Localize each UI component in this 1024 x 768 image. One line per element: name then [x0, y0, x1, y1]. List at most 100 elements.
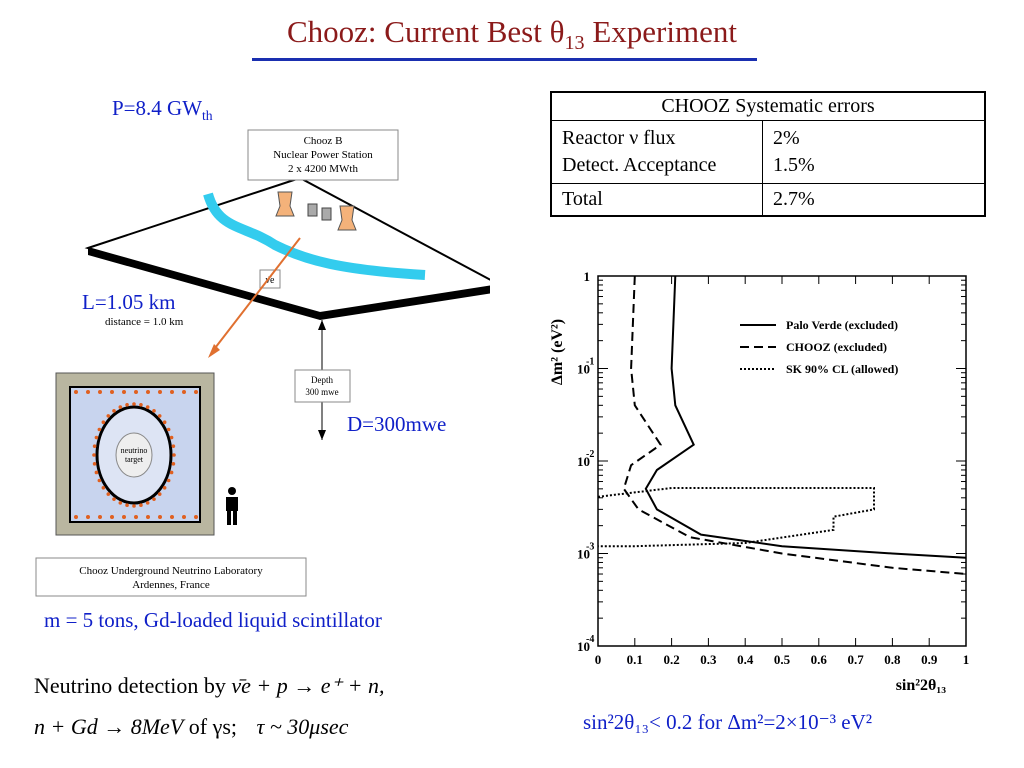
table-row-label: Reactor ν flux: [550, 120, 763, 152]
veto-pmt: [98, 390, 102, 394]
station-line-3: 2 x 4200 MWth: [288, 163, 358, 175]
y-tick-label: 10: [577, 639, 590, 654]
pmt: [132, 504, 136, 508]
capture-time: τ ~ 30μsec: [256, 714, 349, 739]
title-underline: [252, 58, 757, 61]
x-tick-label: 0.8: [884, 652, 901, 667]
depth-box-line-2: 300 mwe: [305, 387, 338, 397]
depth-label: D=300mwe: [347, 412, 447, 436]
station-line-1: Chooz B: [304, 135, 343, 147]
station-label-box: [247, 129, 399, 181]
reactor-2: [321, 207, 332, 221]
table-header: CHOOZ Systematic errors: [550, 91, 986, 121]
pmt: [101, 420, 106, 425]
pmt: [162, 485, 167, 490]
pmt: [171, 462, 176, 466]
x-tick-label: 0.3: [700, 652, 717, 667]
detection-line-1: Neutrino detection by ν̄e + p → e⁺ + n,: [34, 673, 384, 699]
distance-label: L=1.05 km: [82, 290, 176, 314]
ground-edge-front: [88, 248, 320, 320]
series-line: [622, 275, 967, 575]
pmt: [106, 414, 111, 418]
x-tick-label: 0.9: [921, 652, 938, 667]
y-axis-label: Δm² (eV²): [549, 319, 566, 385]
plot-legend: Palo Verde (excluded) CHOOZ (excluded) SK …: [740, 318, 898, 376]
pmt: [118, 405, 123, 409]
pmt: [92, 444, 97, 448]
legend-label: CHOOZ (excluded): [786, 340, 887, 354]
pmt: [166, 427, 171, 432]
station-line-2: Nuclear Power Station: [273, 149, 373, 161]
pmt: [94, 435, 99, 440]
pmt: [106, 492, 111, 496]
ground-edge-side: [320, 286, 490, 320]
veto-pmt: [146, 390, 150, 394]
veto-pmt: [74, 515, 78, 519]
detection-line-2: n + Gd → 8MeV of γs; τ ~ 30μsec: [34, 714, 348, 740]
pmt: [92, 453, 96, 457]
pmt: [172, 453, 176, 457]
pmt: [94, 470, 99, 475]
gamma-text: of γs;: [188, 714, 237, 739]
pmt: [97, 478, 102, 483]
beam-arrowhead: [208, 344, 220, 358]
veto-pmt: [98, 515, 102, 519]
chooz-diagram: Chooz B Nuclear Power Station 2 x 4200 M…: [35, 129, 490, 597]
pmt: [132, 402, 136, 406]
lab-line-1: Chooz Underground Neutrino Laboratory: [79, 565, 263, 577]
veto-pmt: [86, 515, 90, 519]
veto-pmt: [158, 515, 162, 519]
plot-caption: sin²2θ₁₃< 0.2 for Δm²=2×10⁻³ eV²: [583, 710, 873, 734]
plot-frame: [597, 275, 967, 647]
y-tick-label: 1: [584, 269, 591, 284]
exclusion-plot: 0 0.1 0.2 0.3 0.4 0.5 0.6 0.7 0.8 0.9 1 110-110-21…: [549, 269, 970, 694]
x-tick-label: 0.7: [847, 652, 864, 667]
x-tick-label: 0: [595, 652, 602, 667]
river: [203, 192, 426, 280]
x-tick-label: 1: [963, 652, 970, 667]
power-label: P=8.4 GWth: [112, 96, 213, 124]
target-line-2: target: [125, 455, 144, 464]
pmt: [169, 470, 174, 475]
legend-label: SK 90% CL (allowed): [786, 362, 898, 376]
lab-label-box: [35, 557, 307, 597]
depth-arrow-down: [318, 430, 326, 440]
y-tick-label: 10: [577, 454, 590, 469]
veto-pmt: [182, 515, 186, 519]
detection-prefix: Neutrino detection by: [34, 673, 226, 698]
x-axis-label: sin²2θ₁₃: [896, 677, 947, 694]
depth-box-line-1: Depth: [311, 375, 333, 385]
lab-line-2: Ardennes, France: [132, 579, 210, 591]
reactor-1: [307, 203, 318, 217]
pmt: [139, 503, 143, 508]
x-axis-ticks: 0 0.1 0.2 0.3 0.4 0.5 0.6 0.7 0.8 0.9 1: [595, 276, 970, 667]
table-row-value: 2%: [762, 120, 986, 152]
pmt: [92, 462, 97, 466]
nubar-symbol: ν̄e: [266, 275, 276, 286]
capture-reaction: n + Gd → 8MeV: [34, 714, 184, 739]
pmt: [125, 503, 129, 508]
veto-pmt: [146, 515, 150, 519]
pmt: [162, 420, 167, 425]
pmt: [101, 485, 106, 490]
y-axis-ticks: 110-110-210-310-4: [577, 269, 966, 654]
page-title: Chooz: Current Best θ13 Experiment: [287, 14, 737, 55]
veto-pmt: [122, 515, 126, 519]
pmt: [157, 414, 162, 418]
pmt: [152, 497, 156, 501]
veto-pmt: [170, 515, 174, 519]
neutrino-target: [115, 432, 153, 478]
veto-pmt: [86, 390, 90, 394]
pmt: [145, 405, 150, 409]
legend-label: Palo Verde (excluded): [786, 318, 898, 332]
pmt: [169, 435, 174, 440]
pmt: [152, 409, 156, 413]
ground-slab: [84, 176, 490, 315]
table-row-value: 1.5%: [762, 152, 986, 184]
mass-label: m = 5 tons, Gd-loaded liquid scintillato…: [44, 608, 382, 632]
series-line: [597, 487, 875, 548]
x-tick-label: 0.2: [663, 652, 679, 667]
depth-label-box: [294, 369, 351, 403]
veto-pmt: [182, 390, 186, 394]
pmt: [125, 402, 129, 407]
